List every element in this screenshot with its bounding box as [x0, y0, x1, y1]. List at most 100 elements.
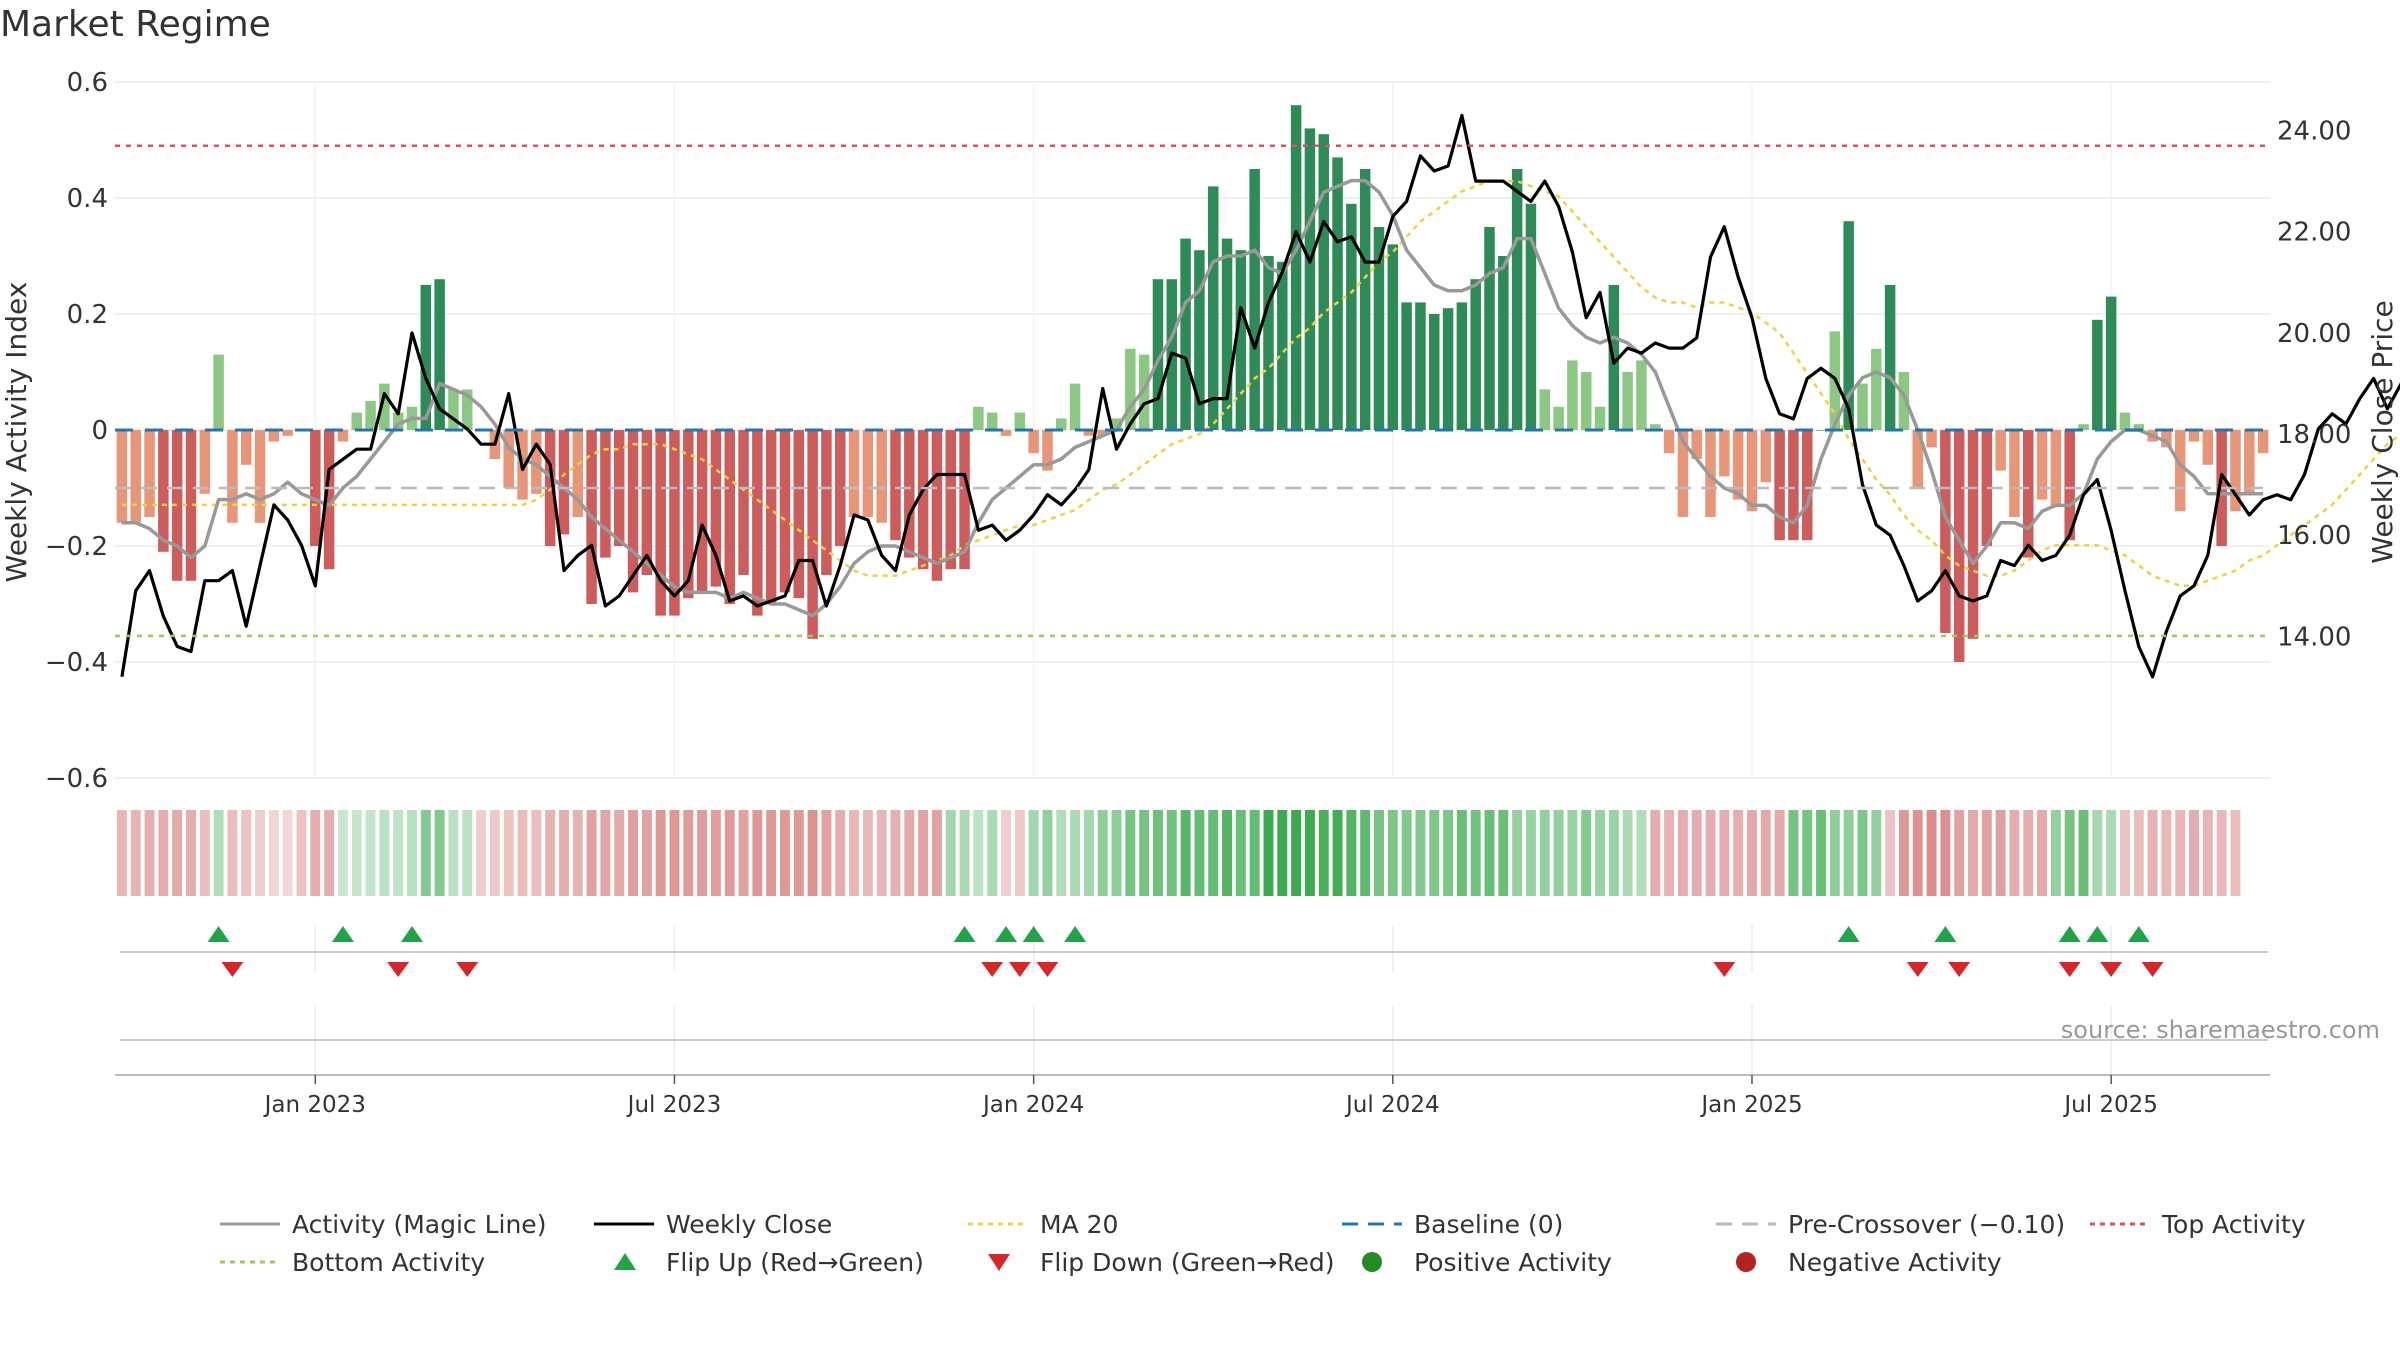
y-tick-label-right: 20.00: [2277, 319, 2351, 349]
regime-cell: [365, 810, 376, 896]
flip-up-marker: [1934, 926, 1957, 942]
activity-bar: [1760, 430, 1772, 483]
regime-cell: [1429, 810, 1440, 896]
activity-bar: [1221, 238, 1233, 430]
activity-bar: [2161, 430, 2172, 448]
regime-cell: [2175, 810, 2186, 896]
regime-cell: [973, 810, 984, 896]
flip-down-marker: [1906, 962, 1929, 977]
legend-flip-down-icon: [988, 1254, 1010, 1271]
activity-bar: [1981, 430, 1993, 546]
regime-cell: [476, 810, 487, 896]
activity-bar: [1691, 430, 1702, 459]
flip-down-marker: [456, 962, 479, 977]
regime-cell: [1235, 810, 1246, 896]
activity-bar: [1843, 221, 1854, 430]
regime-cell: [1705, 810, 1716, 896]
activity-bar: [1553, 406, 1564, 430]
regime-cell: [1056, 810, 1067, 896]
regime-cell: [558, 810, 569, 896]
activity-bar: [1194, 250, 1205, 430]
activity-bar: [2244, 430, 2255, 494]
regime-cell: [1829, 810, 1840, 896]
regime-cell: [710, 810, 721, 896]
regime-cell: [1332, 810, 1343, 896]
legend-label: Activity (Magic Line): [292, 1210, 546, 1239]
activity-bar: [1663, 430, 1675, 454]
activity-bar: [130, 430, 141, 523]
flip-down-marker: [2100, 962, 2123, 977]
activity-bar: [213, 354, 224, 430]
activity-bar: [1470, 279, 1481, 430]
activity-bar: [1871, 348, 1882, 430]
regime-cell: [420, 810, 431, 896]
regime-cell: [116, 810, 127, 896]
activity-bar: [793, 430, 805, 599]
activity-bar: [1815, 430, 1827, 431]
axes: 0.6 0.4 0.2 0 −0.2 −0.4 −0.6 24.00 22.00 20.00 18.…: [45, 68, 2351, 1076]
activity-bar: [1705, 430, 1716, 517]
activity-bar: [1332, 157, 1343, 430]
regime-cell: [158, 810, 169, 896]
activity-bar: [931, 430, 943, 581]
regime-cell: [628, 810, 639, 896]
series-lines: [120, 113, 2400, 679]
regime-cell: [1194, 810, 1205, 896]
activity-bar: [986, 412, 998, 430]
legend-label: Flip Up (Red→Green): [666, 1248, 924, 1277]
legend-label: MA 20: [1040, 1210, 1118, 1239]
regime-cell: [931, 810, 942, 896]
x-tick-label: Jan 2025: [1699, 1092, 1802, 1118]
activity-bar: [1387, 244, 1399, 430]
activity-bar: [779, 430, 791, 593]
activity-bar: [1884, 285, 1896, 430]
regime-cell: [1208, 810, 1219, 896]
regime-cell: [1802, 810, 1813, 896]
regime-cell: [1498, 810, 1509, 896]
regime-cell: [1456, 810, 1467, 896]
activity-bar: [848, 430, 860, 517]
activity-bar: [1484, 227, 1495, 430]
source-annotation: source: sharemaestro.com: [2061, 1016, 2380, 1044]
flip-down-marker: [1008, 962, 1031, 977]
activity-bar: [572, 430, 584, 517]
flip-up-marker: [401, 926, 424, 942]
activity-bar: [669, 430, 680, 616]
activity-bar: [2174, 430, 2186, 512]
activity-bar: [876, 430, 887, 523]
activity-bar: [1746, 430, 1758, 512]
activity-bar: [1125, 348, 1136, 430]
y-tick-label-right: 24.00: [2277, 117, 2351, 147]
legend-item: Weekly Close: [594, 1210, 832, 1239]
regime-cell: [1291, 810, 1302, 896]
activity-bar: [2230, 430, 2241, 512]
regime-cell: [849, 810, 860, 896]
regime-cell: [614, 810, 625, 896]
activity-bar: [2119, 412, 2131, 430]
y-tick-label-right: 18.00: [2277, 420, 2351, 450]
activity-bar: [365, 401, 376, 430]
regime-cell: [1470, 810, 1481, 896]
activity-bar: [710, 430, 722, 587]
activity-bar: [1636, 360, 1647, 430]
activity-bar: [904, 430, 915, 558]
legend-label: Baseline (0): [1414, 1210, 1563, 1239]
x-tick-label: Jul 2023: [626, 1092, 722, 1118]
flip-down-marker: [221, 962, 244, 977]
activity-bar: [1498, 256, 1509, 430]
activity-bar: [2133, 424, 2145, 430]
regime-cell: [1746, 810, 1757, 896]
flip-up-marker: [995, 926, 1018, 942]
activity-bar: [627, 430, 639, 593]
flip-down-marker: [981, 962, 1004, 977]
activity-bar: [379, 383, 390, 430]
activity-bar: [1953, 430, 1965, 662]
regime-cell: [268, 810, 279, 896]
regime-cell: [945, 810, 956, 896]
regime-cell: [1263, 810, 1274, 896]
legend-negative-dot-icon: [1736, 1252, 1756, 1272]
flip-down-marker: [2141, 962, 2164, 977]
activity-bar: [1056, 418, 1067, 430]
activity-bar: [765, 430, 777, 604]
flip-up-marker: [2086, 926, 2109, 942]
